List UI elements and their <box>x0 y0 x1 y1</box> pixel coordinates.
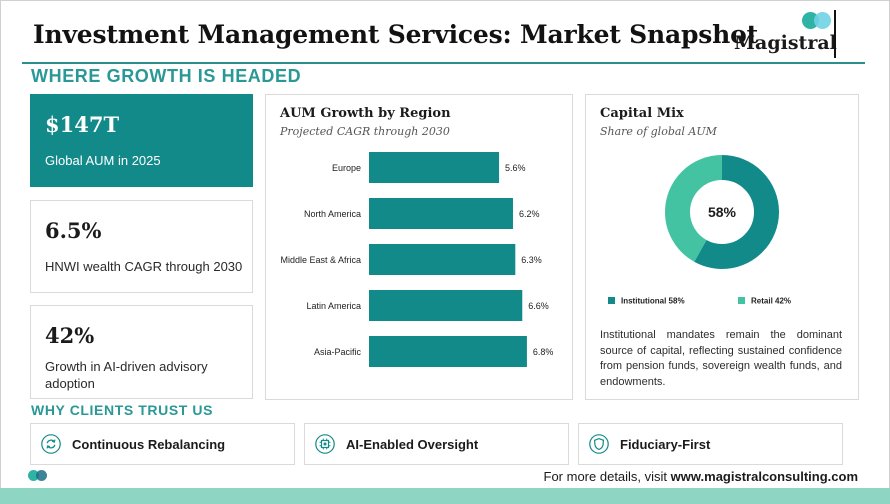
legend-label: Institutional 58% <box>621 297 685 306</box>
section-heading-growth: WHERE GROWTH IS HEADED <box>31 66 302 86</box>
bar <box>369 244 516 275</box>
footer-link[interactable]: www.magistralconsulting.com <box>670 469 858 484</box>
legend-swatch <box>608 297 615 304</box>
kpi-value: 42% <box>45 323 95 348</box>
panel-subtitle: Share of global AUM <box>600 125 717 138</box>
bar-category-label: Europe <box>332 163 361 173</box>
capital-mix-panel: Capital Mix Share of global AUM 58% Insti… <box>585 94 859 400</box>
logo-circle-blue <box>814 12 831 29</box>
refresh-icon <box>41 434 61 454</box>
panel-title: AUM Growth by Region <box>280 106 451 121</box>
trust-item-label: Fiduciary-First <box>620 437 711 452</box>
page-title: Investment Management Services: Market S… <box>33 20 758 49</box>
trust-item-rebalancing: Continuous Rebalancing <box>30 423 295 465</box>
logo-wordmark: Magistral <box>734 32 837 54</box>
trust-item-fiduciary: Fiduciary-First <box>578 423 843 465</box>
kpi-value: 6.5% <box>45 218 102 243</box>
bar <box>369 336 527 367</box>
section-heading-trust: WHY CLIENTS TRUST US <box>31 402 214 418</box>
trust-item-label: Continuous Rebalancing <box>72 437 226 452</box>
kpi-card-aum: $147T Global AUM in 2025 <box>30 94 253 187</box>
bar <box>369 152 500 183</box>
bar-value-label: 6.3% <box>521 255 542 265</box>
logo-divider <box>834 10 836 58</box>
footer-dot-teal <box>28 470 39 481</box>
legend-swatch <box>738 297 745 304</box>
footer-dots-icon <box>28 470 48 482</box>
capital-donut-chart: 58% Institutional 58% Retail 42% <box>608 155 791 306</box>
aum-growth-panel: AUM Growth by Region Projected CAGR thro… <box>265 94 573 400</box>
bar-value-label: 6.6% <box>528 301 549 311</box>
kpi-card-hnwi: 6.5% HNWI wealth CAGR through 2030 <box>30 200 253 293</box>
kpi-label: Growth in AI-driven advisory adoption <box>45 359 208 391</box>
chip-icon <box>315 434 335 454</box>
capital-mix-description: Institutional mandates remain the domina… <box>600 329 842 388</box>
trust-item-ai-oversight: AI-Enabled Oversight <box>304 423 569 465</box>
bar-category-label: Middle East & Africa <box>280 255 361 265</box>
bar-category-label: Latin America <box>306 301 361 311</box>
bar <box>369 198 513 229</box>
legend-label: Retail 42% <box>751 297 791 306</box>
shield-icon <box>589 434 609 454</box>
kpi-label: HNWI wealth CAGR through 2030 <box>45 259 243 274</box>
bar-category-label: Asia-Pacific <box>314 347 362 357</box>
footer-prefix: For more details, visit <box>543 469 671 484</box>
donut-slice-retail <box>665 155 779 269</box>
footer-text: For more details, visit www.magistralcon… <box>544 469 858 484</box>
panel-subtitle: Projected CAGR through 2030 <box>280 125 450 138</box>
bar-category-label: North America <box>304 209 361 219</box>
panel-title: Capital Mix <box>600 106 684 121</box>
donut-center-label: 58% <box>708 204 737 220</box>
header-rule <box>22 62 865 64</box>
kpi-value: $147T <box>45 112 120 137</box>
bottom-band <box>0 488 890 504</box>
bar-value-label: 5.6% <box>505 163 526 173</box>
footer-dot-blue <box>36 470 47 481</box>
magistral-logo[interactable]: Magistral <box>730 10 840 60</box>
kpi-label: Global AUM in 2025 <box>45 153 161 168</box>
kpi-card-ai-adoption: 42% Growth in AI-driven advisory adoptio… <box>30 305 253 399</box>
bar <box>369 290 523 321</box>
bar-value-label: 6.8% <box>533 347 554 357</box>
bar-value-label: 6.2% <box>519 209 540 219</box>
aum-bar-chart: Europe 5.6% North America 6.2% Middle East &… <box>280 152 554 367</box>
trust-item-label: AI-Enabled Oversight <box>346 437 479 452</box>
